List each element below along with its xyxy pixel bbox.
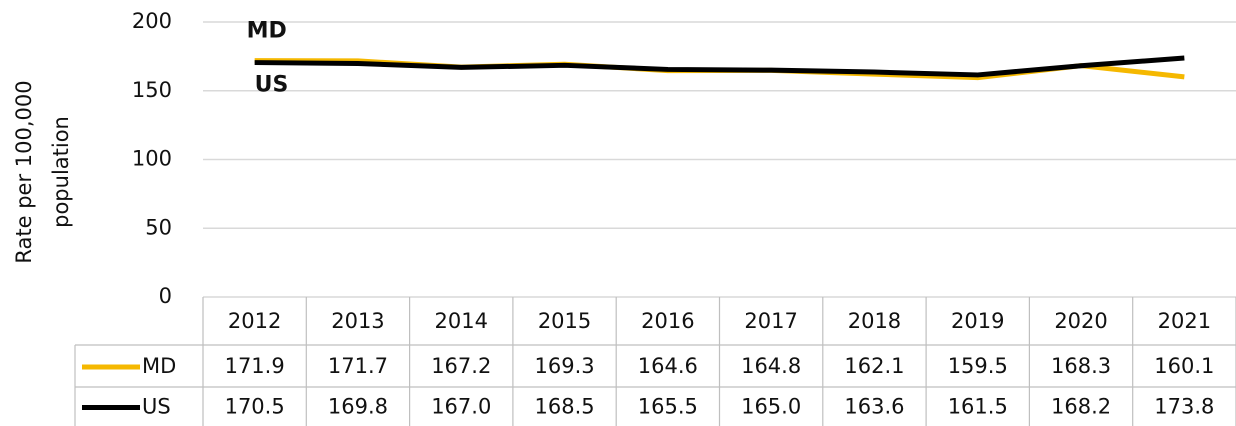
x-tick-label: 2017 bbox=[744, 309, 797, 333]
table-value: 163.6 bbox=[844, 395, 904, 419]
table-value: 162.1 bbox=[844, 354, 904, 378]
legend-label: MD bbox=[142, 354, 176, 378]
y-tick-label: 150 bbox=[132, 78, 172, 102]
table-value: 167.2 bbox=[431, 354, 491, 378]
table-value: 161.5 bbox=[948, 395, 1008, 419]
x-tick-label: 2019 bbox=[951, 309, 1004, 333]
y-tick-label: 100 bbox=[132, 147, 172, 171]
legend-label: US bbox=[142, 395, 171, 419]
table-value: 167.0 bbox=[431, 395, 491, 419]
y-axis-label: Rate per 100,000 bbox=[12, 80, 36, 263]
table-value: 160.1 bbox=[1154, 354, 1214, 378]
y-axis-label: population bbox=[49, 116, 73, 228]
table-value: 165.5 bbox=[638, 395, 698, 419]
table-value: 169.8 bbox=[328, 395, 388, 419]
table-value: 168.3 bbox=[1051, 354, 1111, 378]
x-tick-label: 2016 bbox=[641, 309, 694, 333]
annotation: US bbox=[255, 73, 289, 98]
annotation: MD bbox=[247, 19, 287, 44]
x-tick-label: 2015 bbox=[538, 309, 591, 333]
x-tick-label: 2014 bbox=[435, 309, 488, 333]
table-value: 168.2 bbox=[1051, 395, 1111, 419]
x-tick-label: 2020 bbox=[1054, 309, 1107, 333]
table-value: 173.8 bbox=[1154, 395, 1214, 419]
table-value: 171.7 bbox=[328, 354, 388, 378]
y-tick-label: 0 bbox=[159, 284, 172, 308]
table-value: 165.0 bbox=[741, 395, 801, 419]
table-value: 171.9 bbox=[225, 354, 285, 378]
x-tick-label: 2021 bbox=[1158, 309, 1211, 333]
table-value: 164.8 bbox=[741, 354, 801, 378]
series-line bbox=[254, 55, 1185, 78]
x-tick-label: 2012 bbox=[228, 309, 281, 333]
x-tick-label: 2013 bbox=[331, 309, 384, 333]
y-tick-label: 50 bbox=[145, 215, 172, 239]
y-tick-label: 200 bbox=[132, 9, 172, 33]
x-tick-label: 2018 bbox=[848, 309, 901, 333]
table-value: 164.6 bbox=[638, 354, 698, 378]
table-value: 170.5 bbox=[225, 395, 285, 419]
table-value: 169.3 bbox=[534, 354, 594, 378]
table-value: 168.5 bbox=[534, 395, 594, 419]
table-value: 159.5 bbox=[948, 354, 1008, 378]
